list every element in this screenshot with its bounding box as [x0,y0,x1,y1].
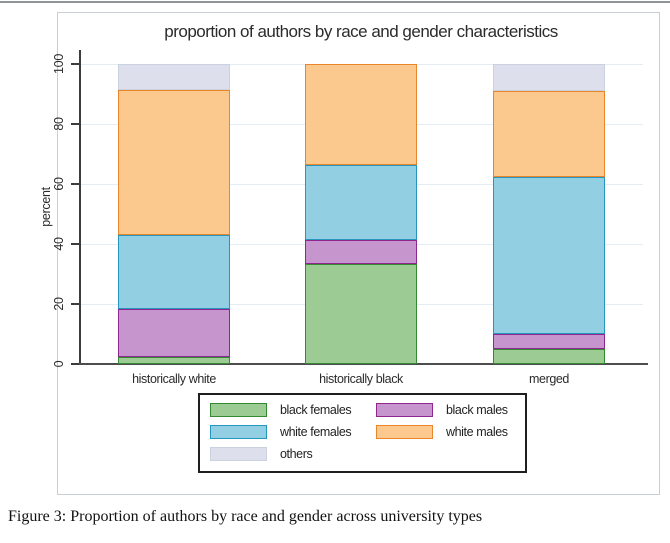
bar-segment-others-historically-white [118,64,230,90]
legend-label-white-males: white males [446,425,508,439]
y-tick-label-40: 40 [52,237,66,251]
legend-label-black-females: black females [280,403,352,417]
legend-item-white-males: white males [376,425,515,439]
bar-segment-black-males-merged [493,334,605,349]
x-tick-label-historically-black: historically black [319,372,403,386]
legend: black females black males white females whi… [198,393,527,473]
y-tick-label-60: 60 [52,177,66,191]
legend-item-others: others [210,447,376,461]
legend-swatch-black-males [376,403,433,417]
x-tick-label-merged: merged [529,372,569,386]
chart-title: proportion of authors by race and gender… [164,22,558,41]
bar-segment-white-males-historically-white [118,89,230,235]
bar-segment-white-females-historically-white [118,235,230,309]
bar-segment-black-females-merged [493,349,605,364]
legend-label-white-females: white females [280,425,352,439]
y-tick-mark-60 [71,183,79,185]
legend-swatch-others [210,447,267,461]
y-tick-label-20: 20 [52,297,66,311]
bar-segment-white-males-historically-black [305,64,417,165]
x-axis-line [79,363,648,365]
legend-swatch-white-males [376,425,433,439]
y-axis-title: percent [39,187,53,227]
y-axis-line [79,50,81,365]
bar-segment-black-males-historically-black [305,239,417,264]
legend-item-white-females: white females [210,425,376,439]
y-tick-mark-0 [71,363,79,365]
bar-segment-black-females-historically-white [118,356,230,364]
x-tick-label-historically-white: historically white [132,372,216,386]
plot-area: 0 20 40 60 80 100 historically white historical… [52,50,648,386]
y-tick-mark-80 [71,123,79,125]
bar-segment-black-females-historically-black [305,263,417,364]
bar-segment-white-females-historically-black [305,164,417,240]
figure-caption: Figure 3: Proportion of authors by race … [8,508,483,525]
legend-item-black-males: black males [376,403,515,417]
y-tick-mark-20 [71,303,79,305]
legend-swatch-white-females [210,425,267,439]
legend-swatch-black-females [210,403,267,417]
legend-label-black-males: black males [446,403,508,417]
bar-segment-white-females-merged [493,176,605,334]
y-tick-mark-100 [71,63,79,65]
bar-segment-others-merged [493,64,605,91]
y-tick-label-100: 100 [52,54,66,74]
page-top-rule [0,1,670,3]
legend-label-others: others [280,447,313,461]
y-tick-label-0: 0 [52,360,66,368]
y-tick-label-80: 80 [52,117,66,131]
legend-item-black-females: black females [210,403,376,417]
bar-segment-black-males-historically-white [118,308,230,357]
y-tick-mark-40 [71,243,79,245]
bar-segment-white-males-merged [493,91,605,177]
